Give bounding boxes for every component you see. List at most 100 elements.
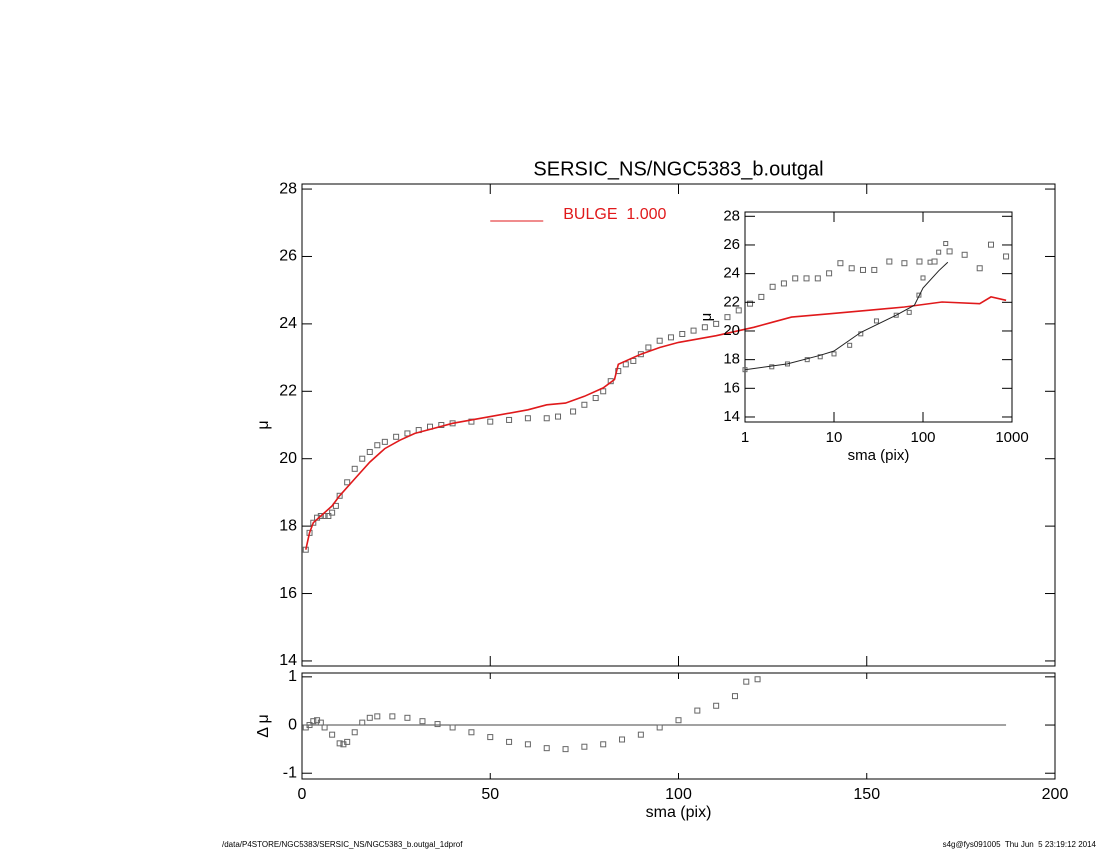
y-tick-label: 22 <box>279 383 297 400</box>
x-tick-label: 1 <box>741 429 749 446</box>
data-point <box>637 731 644 738</box>
data-point <box>803 275 810 282</box>
data-point <box>487 734 494 741</box>
data-point <box>325 513 332 520</box>
data-point <box>701 324 708 331</box>
data-point <box>713 702 720 709</box>
chart-title: SERSIC_NS/NGC5383_b.outgal <box>533 158 823 180</box>
data-point <box>310 519 317 526</box>
data-point <box>317 719 324 726</box>
data-point <box>724 314 731 321</box>
data-point <box>600 741 607 748</box>
data-point <box>555 413 562 420</box>
data-point <box>656 337 663 344</box>
data-point <box>847 342 853 348</box>
data-point <box>946 248 953 255</box>
data-point <box>848 265 855 272</box>
data-point <box>747 300 754 307</box>
data-point <box>837 260 844 267</box>
data-point <box>831 351 837 357</box>
footer-right: s4g@fys091005 Thu Jun 5 23:19:12 2014 <box>943 840 1097 849</box>
data-point <box>468 729 475 736</box>
y-axis-label: μ <box>698 313 715 322</box>
data-point <box>936 249 942 255</box>
data-point <box>814 275 821 282</box>
data-point <box>927 259 933 265</box>
data-point <box>366 448 373 455</box>
x-tick-label: 10 <box>826 429 843 446</box>
data-point <box>873 318 879 324</box>
data-point <box>310 718 317 725</box>
data-point <box>366 714 373 721</box>
y-tick-label: 18 <box>723 351 740 368</box>
data-point <box>344 479 351 486</box>
data-point <box>619 736 626 743</box>
x-axis-label: sma (pix) <box>848 447 910 464</box>
data-point <box>449 724 456 731</box>
y-tick-label: -1 <box>283 764 297 781</box>
data-point <box>690 327 697 334</box>
y-axis-label: μ <box>255 420 272 429</box>
data-point <box>656 724 663 731</box>
data-point <box>329 509 336 516</box>
data-point <box>780 280 787 287</box>
data-point <box>667 334 674 341</box>
data-point <box>893 312 899 318</box>
data-point <box>419 718 426 725</box>
data-point <box>961 251 968 258</box>
data-point <box>871 266 878 273</box>
x-axis-label: sma (pix) <box>646 804 712 821</box>
data-point <box>381 438 388 445</box>
data-point <box>581 401 588 408</box>
x-tick-label: 1000 <box>995 429 1028 446</box>
data-point <box>792 275 799 282</box>
data-point <box>374 713 381 720</box>
data-point <box>543 745 550 752</box>
data-point <box>592 395 599 402</box>
data-point <box>1003 253 1010 260</box>
data-point <box>694 707 701 714</box>
x-tick-label: 100 <box>910 429 935 446</box>
data-point <box>906 309 912 315</box>
data-point <box>404 714 411 721</box>
data-point <box>901 260 908 267</box>
data-point <box>754 676 761 683</box>
data-point <box>434 721 441 728</box>
data-point <box>317 513 324 520</box>
data-point <box>826 270 833 277</box>
data-point <box>769 283 776 290</box>
data-point <box>359 455 366 462</box>
data-point <box>329 731 336 738</box>
plot-frame <box>301 672 1056 780</box>
y-axis-label: Δ μ <box>255 714 272 737</box>
y-tick-label: 26 <box>723 236 740 253</box>
data-point <box>524 741 531 748</box>
data-point <box>731 693 738 700</box>
data-point <box>920 275 926 281</box>
x-tick-label: 100 <box>665 786 692 803</box>
data-point <box>581 743 588 750</box>
y-tick-label: 14 <box>279 652 297 669</box>
y-tick-label: 16 <box>279 585 297 602</box>
data-point <box>306 722 313 729</box>
data-point <box>987 241 994 248</box>
y-tick-label: 14 <box>723 408 740 425</box>
y-tick-label: 18 <box>279 517 297 534</box>
data-point <box>931 258 938 265</box>
data-point <box>735 307 742 314</box>
y-tick-label: 28 <box>279 180 297 197</box>
data-point <box>758 293 765 300</box>
data-point <box>562 746 569 753</box>
y-tick-label: 28 <box>723 207 740 224</box>
y-tick-label: 1 <box>288 668 297 685</box>
legend-label: BULGE 1.000 <box>563 206 666 223</box>
plot-frame <box>301 183 1056 667</box>
model-line <box>305 296 1007 550</box>
data-point <box>506 416 513 423</box>
data-point <box>344 738 351 745</box>
data-point <box>943 241 949 247</box>
x-tick-label: 200 <box>1042 786 1069 803</box>
data-point <box>886 258 893 265</box>
y-tick-label: 26 <box>279 248 297 265</box>
data-point <box>389 713 396 720</box>
